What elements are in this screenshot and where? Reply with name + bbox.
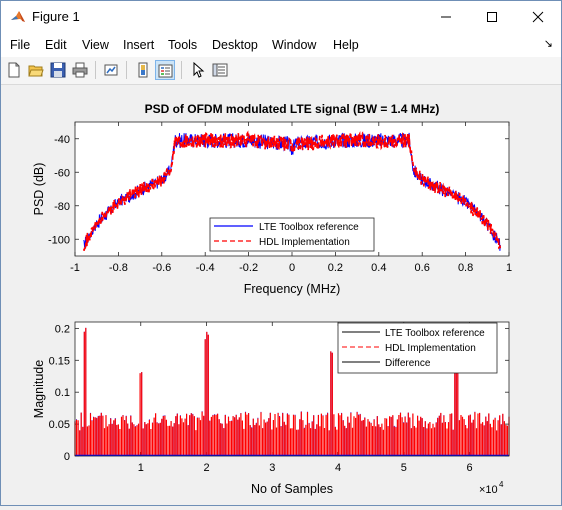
psd-axes-frame	[74, 121, 510, 257]
close-icon	[532, 11, 544, 23]
minimize-icon	[441, 16, 451, 18]
insert-colorbar-icon	[138, 62, 148, 78]
save-button[interactable]	[48, 60, 68, 80]
y-tick-label: -100	[48, 234, 70, 246]
psd-series-lines	[82, 130, 502, 251]
y-tick-label: -40	[54, 134, 70, 146]
x-tick-label: 2	[203, 462, 209, 474]
insert-legend-button[interactable]	[155, 60, 175, 80]
svg-text:4: 4	[499, 480, 504, 489]
menu-file[interactable]: File	[10, 38, 31, 52]
maximize-icon	[487, 12, 497, 22]
y-tick-label: 0.05	[49, 419, 70, 431]
psd-x-label: Frequency (MHz)	[244, 282, 341, 296]
print-button[interactable]	[70, 60, 90, 80]
x-tick-label: 0.4	[371, 262, 386, 274]
toolbar-separator	[181, 61, 182, 79]
maximize-button[interactable]	[469, 1, 515, 33]
figure-canvas: PSD of OFDM modulated LTE signal (BW = 1…	[1, 85, 561, 505]
edit-plot-icon	[193, 62, 205, 78]
mag-x-exponent-label: ×10	[479, 484, 498, 496]
title-bar: Figure 1	[1, 1, 561, 33]
legend-label-hdl: HDL Implementation	[385, 343, 476, 354]
link-plot-button[interactable]	[101, 60, 121, 80]
psd-legend[interactable]: LTE Toolbox reference HDL Implementation	[209, 217, 375, 252]
open-file-icon	[28, 65, 44, 77]
legend-label-lte-reference: LTE Toolbox reference	[259, 222, 359, 233]
psd-y-ticks: -40 -60 -80 -100	[48, 134, 509, 246]
edit-plot-button[interactable]	[188, 60, 208, 80]
mag-y-label: Magnitude	[32, 360, 46, 418]
menu-window[interactable]: Window	[272, 38, 317, 52]
x-tick-label: 0.2	[328, 262, 343, 274]
y-tick-label: 0.15	[49, 355, 70, 367]
legend-label-lte-reference: LTE Toolbox reference	[385, 328, 485, 339]
legend-label-hdl: HDL Implementation	[259, 237, 350, 248]
y-tick-label: 0.1	[55, 387, 70, 399]
insert-legend-icon	[158, 64, 173, 78]
psd-x-ticks: -1 -0.8 -0.6 -0.4 -0.2 0 0.2 0.4 0.6 0.8 1	[70, 122, 512, 274]
mag-y-ticks: 0.2 0.15 0.1 0.05 0	[49, 323, 509, 463]
property-inspector-button[interactable]	[210, 60, 230, 80]
matlab-icon	[11, 11, 25, 22]
save-icon	[50, 62, 66, 78]
x-tick-label: 0.8	[458, 262, 473, 274]
menu-bar: File Edit View Insert Tools Desktop Wind…	[1, 33, 561, 58]
minimize-button[interactable]	[423, 1, 469, 33]
y-tick-label: 0.2	[55, 323, 70, 335]
menu-insert[interactable]: Insert	[123, 38, 155, 52]
psd-chart-title: PSD of OFDM modulated LTE signal (BW = 1…	[145, 102, 440, 116]
print-icon	[72, 62, 88, 78]
window-title: Figure 1	[32, 9, 80, 24]
property-inspector-icon	[212, 63, 228, 77]
x-tick-label: 1	[506, 262, 512, 274]
x-tick-label: 4	[335, 462, 341, 474]
x-tick-label: 0.6	[415, 262, 430, 274]
figure-plot-area: PSD of OFDM modulated LTE signal (BW = 1…	[32, 102, 512, 496]
x-tick-label: -0.4	[196, 262, 215, 274]
mag-legend[interactable]: LTE Toolbox reference HDL Implementation…	[337, 322, 498, 374]
menu-view[interactable]: View	[82, 38, 109, 52]
x-tick-label: 0	[289, 262, 295, 274]
x-tick-label: 1	[138, 462, 144, 474]
toolbar-separator	[95, 61, 96, 79]
mag-x-exponent: ×10 4	[479, 480, 504, 496]
x-tick-label: 6	[466, 462, 472, 474]
mag-x-label: No of Samples	[251, 482, 333, 496]
y-tick-label: -80	[54, 201, 70, 213]
insert-colorbar-button[interactable]	[133, 60, 153, 80]
x-tick-label: -0.6	[152, 262, 171, 274]
menu-tools[interactable]: Tools	[168, 38, 198, 52]
dock-arrow-icon[interactable]: ↘	[543, 38, 553, 50]
x-tick-label: 5	[401, 462, 407, 474]
x-tick-label: -1	[70, 262, 80, 274]
link-plot-icon	[104, 64, 118, 76]
x-tick-label: -0.2	[239, 262, 258, 274]
mag-axes-frame	[74, 321, 510, 457]
open-file-button[interactable]	[26, 60, 46, 80]
x-tick-label: -0.8	[109, 262, 128, 274]
series-line-hdl	[82, 130, 502, 251]
new-figure-icon	[8, 62, 20, 78]
menu-help[interactable]: Help	[333, 38, 359, 52]
figure-toolbar	[1, 57, 561, 85]
legend-label-difference: Difference	[385, 358, 431, 369]
new-figure-button[interactable]	[4, 60, 24, 80]
menu-desktop[interactable]: Desktop	[212, 38, 258, 52]
psd-y-label: PSD (dB)	[32, 163, 46, 216]
x-tick-label: 3	[269, 462, 275, 474]
toolbar-separator	[126, 61, 127, 79]
close-button[interactable]	[515, 1, 561, 33]
y-tick-label: -60	[54, 167, 70, 179]
y-tick-label: 0	[64, 451, 70, 463]
menu-edit[interactable]: Edit	[45, 38, 67, 52]
